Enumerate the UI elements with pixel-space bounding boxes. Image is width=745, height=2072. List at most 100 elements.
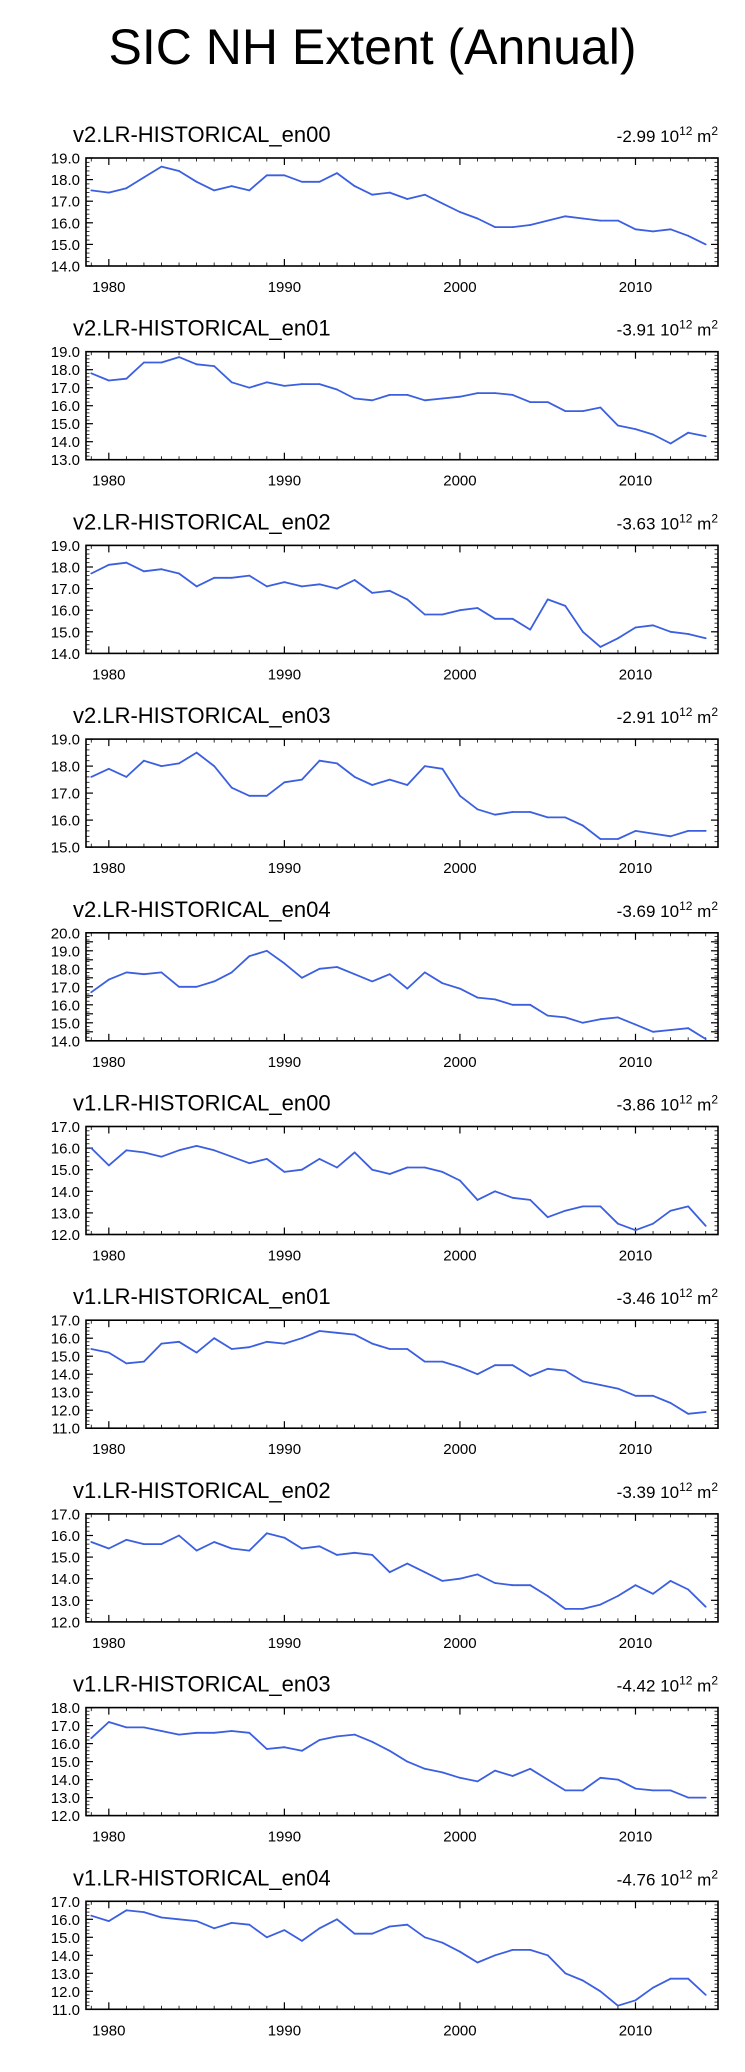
y-tick-label: 20.0 <box>51 925 80 942</box>
y-tick-label: 12.0 <box>51 1227 80 1244</box>
data-point <box>581 1205 584 1208</box>
panel-4: v2.LR-HISTORICAL_en03 -2.91 1012 m2 15.0 16… <box>51 703 719 877</box>
data-point <box>564 410 567 412</box>
data-point <box>195 1731 198 1734</box>
data-point <box>195 751 198 754</box>
data-point <box>599 1384 602 1386</box>
data-point <box>704 637 707 640</box>
series-line <box>91 165 707 246</box>
x-tick-label: 2010 <box>619 666 652 683</box>
data-point <box>160 568 163 571</box>
data-point <box>143 1360 145 1363</box>
data-point <box>546 401 549 403</box>
data-point <box>511 394 514 396</box>
trend-unit-base: 10 <box>660 321 679 340</box>
x-tick-label: 1980 <box>92 666 125 683</box>
data-point <box>213 576 216 579</box>
data-point <box>178 762 180 765</box>
data-point <box>230 971 233 974</box>
data-point <box>476 1961 479 1964</box>
data-point <box>634 1394 637 1397</box>
data-point <box>90 189 93 192</box>
y-tick-label: 12.0 <box>51 1808 80 1825</box>
data-point <box>459 1577 461 1580</box>
data-point <box>301 383 303 385</box>
panel-title: v1.LR-HISTORICAL_en00 <box>73 1091 331 1116</box>
panel-title: v2.LR-HISTORICAL_en00 <box>73 122 331 147</box>
x-tick-label: 1990 <box>268 1248 301 1265</box>
data-point <box>178 572 180 575</box>
y-tick-label: 12.0 <box>51 1403 80 1420</box>
data-point <box>511 811 514 813</box>
data-point <box>283 1170 286 1173</box>
data-point <box>388 589 391 592</box>
data-point <box>564 215 567 218</box>
data-point <box>178 356 180 358</box>
data-point <box>301 1749 303 1752</box>
data-point <box>511 1584 514 1587</box>
data-point <box>353 397 356 400</box>
data-point <box>476 607 479 609</box>
y-tick-label: 16.0 <box>51 603 80 620</box>
trend-unit-sq: 2 <box>711 1093 718 1107</box>
data-point <box>90 1147 93 1149</box>
data-point <box>213 189 216 192</box>
y-tick-label: 16.0 <box>51 813 80 830</box>
data-point <box>230 381 233 384</box>
data-point <box>406 987 409 990</box>
data-point <box>441 1579 444 1582</box>
data-point <box>213 980 216 983</box>
x-tick-label: 1990 <box>268 279 301 296</box>
data-point <box>283 962 286 965</box>
data-point <box>599 838 602 840</box>
data-point <box>336 1735 338 1738</box>
data-point <box>423 1166 426 1169</box>
x-tick-label: 2010 <box>619 1054 652 1071</box>
panel-title: v1.LR-HISTORICAL_en04 <box>73 1865 331 1890</box>
data-point <box>423 765 426 767</box>
data-point <box>634 428 637 430</box>
data-point <box>213 765 216 767</box>
y-tick-label: 11.0 <box>52 2002 80 2019</box>
data-point <box>441 397 444 400</box>
data-point <box>265 1532 268 1535</box>
data-point <box>406 784 409 786</box>
trend-unit-tail: m <box>692 1483 711 1502</box>
data-point <box>336 1554 338 1556</box>
data-point <box>546 1216 549 1219</box>
data-point <box>599 1776 602 1779</box>
data-point <box>143 1726 145 1729</box>
plot-frame <box>85 350 719 461</box>
y-tick-label: 17.0 <box>51 786 80 803</box>
data-point <box>581 824 584 827</box>
x-tick-label: 2010 <box>619 1248 652 1265</box>
data-point <box>107 978 110 981</box>
y-tick-label: 13.0 <box>51 1966 80 1983</box>
trend-annotation: -2.99 1012 m2 <box>617 124 719 146</box>
data-point <box>669 442 672 445</box>
plot-frame <box>85 738 719 848</box>
x-tick-label: 2000 <box>443 1248 476 1265</box>
data-point <box>406 198 409 200</box>
data-point <box>125 1909 128 1912</box>
data-point <box>599 1990 602 1993</box>
data-point <box>178 1340 180 1343</box>
data-point <box>476 808 479 811</box>
data-point <box>230 576 233 579</box>
data-point <box>90 1348 93 1350</box>
trend-unit-sq: 2 <box>711 1674 718 1688</box>
data-point <box>301 1547 303 1550</box>
data-point <box>599 1018 602 1021</box>
data-point <box>704 243 707 246</box>
data-point <box>265 381 268 384</box>
data-point <box>617 219 619 222</box>
y-tick-label: 18.0 <box>51 560 80 577</box>
data-point <box>634 1584 637 1587</box>
y-tick-label: 15.0 <box>51 1015 80 1032</box>
data-point <box>652 1222 654 1225</box>
data-point <box>160 1730 163 1732</box>
data-point <box>423 613 426 616</box>
data-point <box>353 1151 356 1154</box>
y-tick-label: 16.0 <box>51 1912 80 1929</box>
data-point <box>476 1573 479 1576</box>
